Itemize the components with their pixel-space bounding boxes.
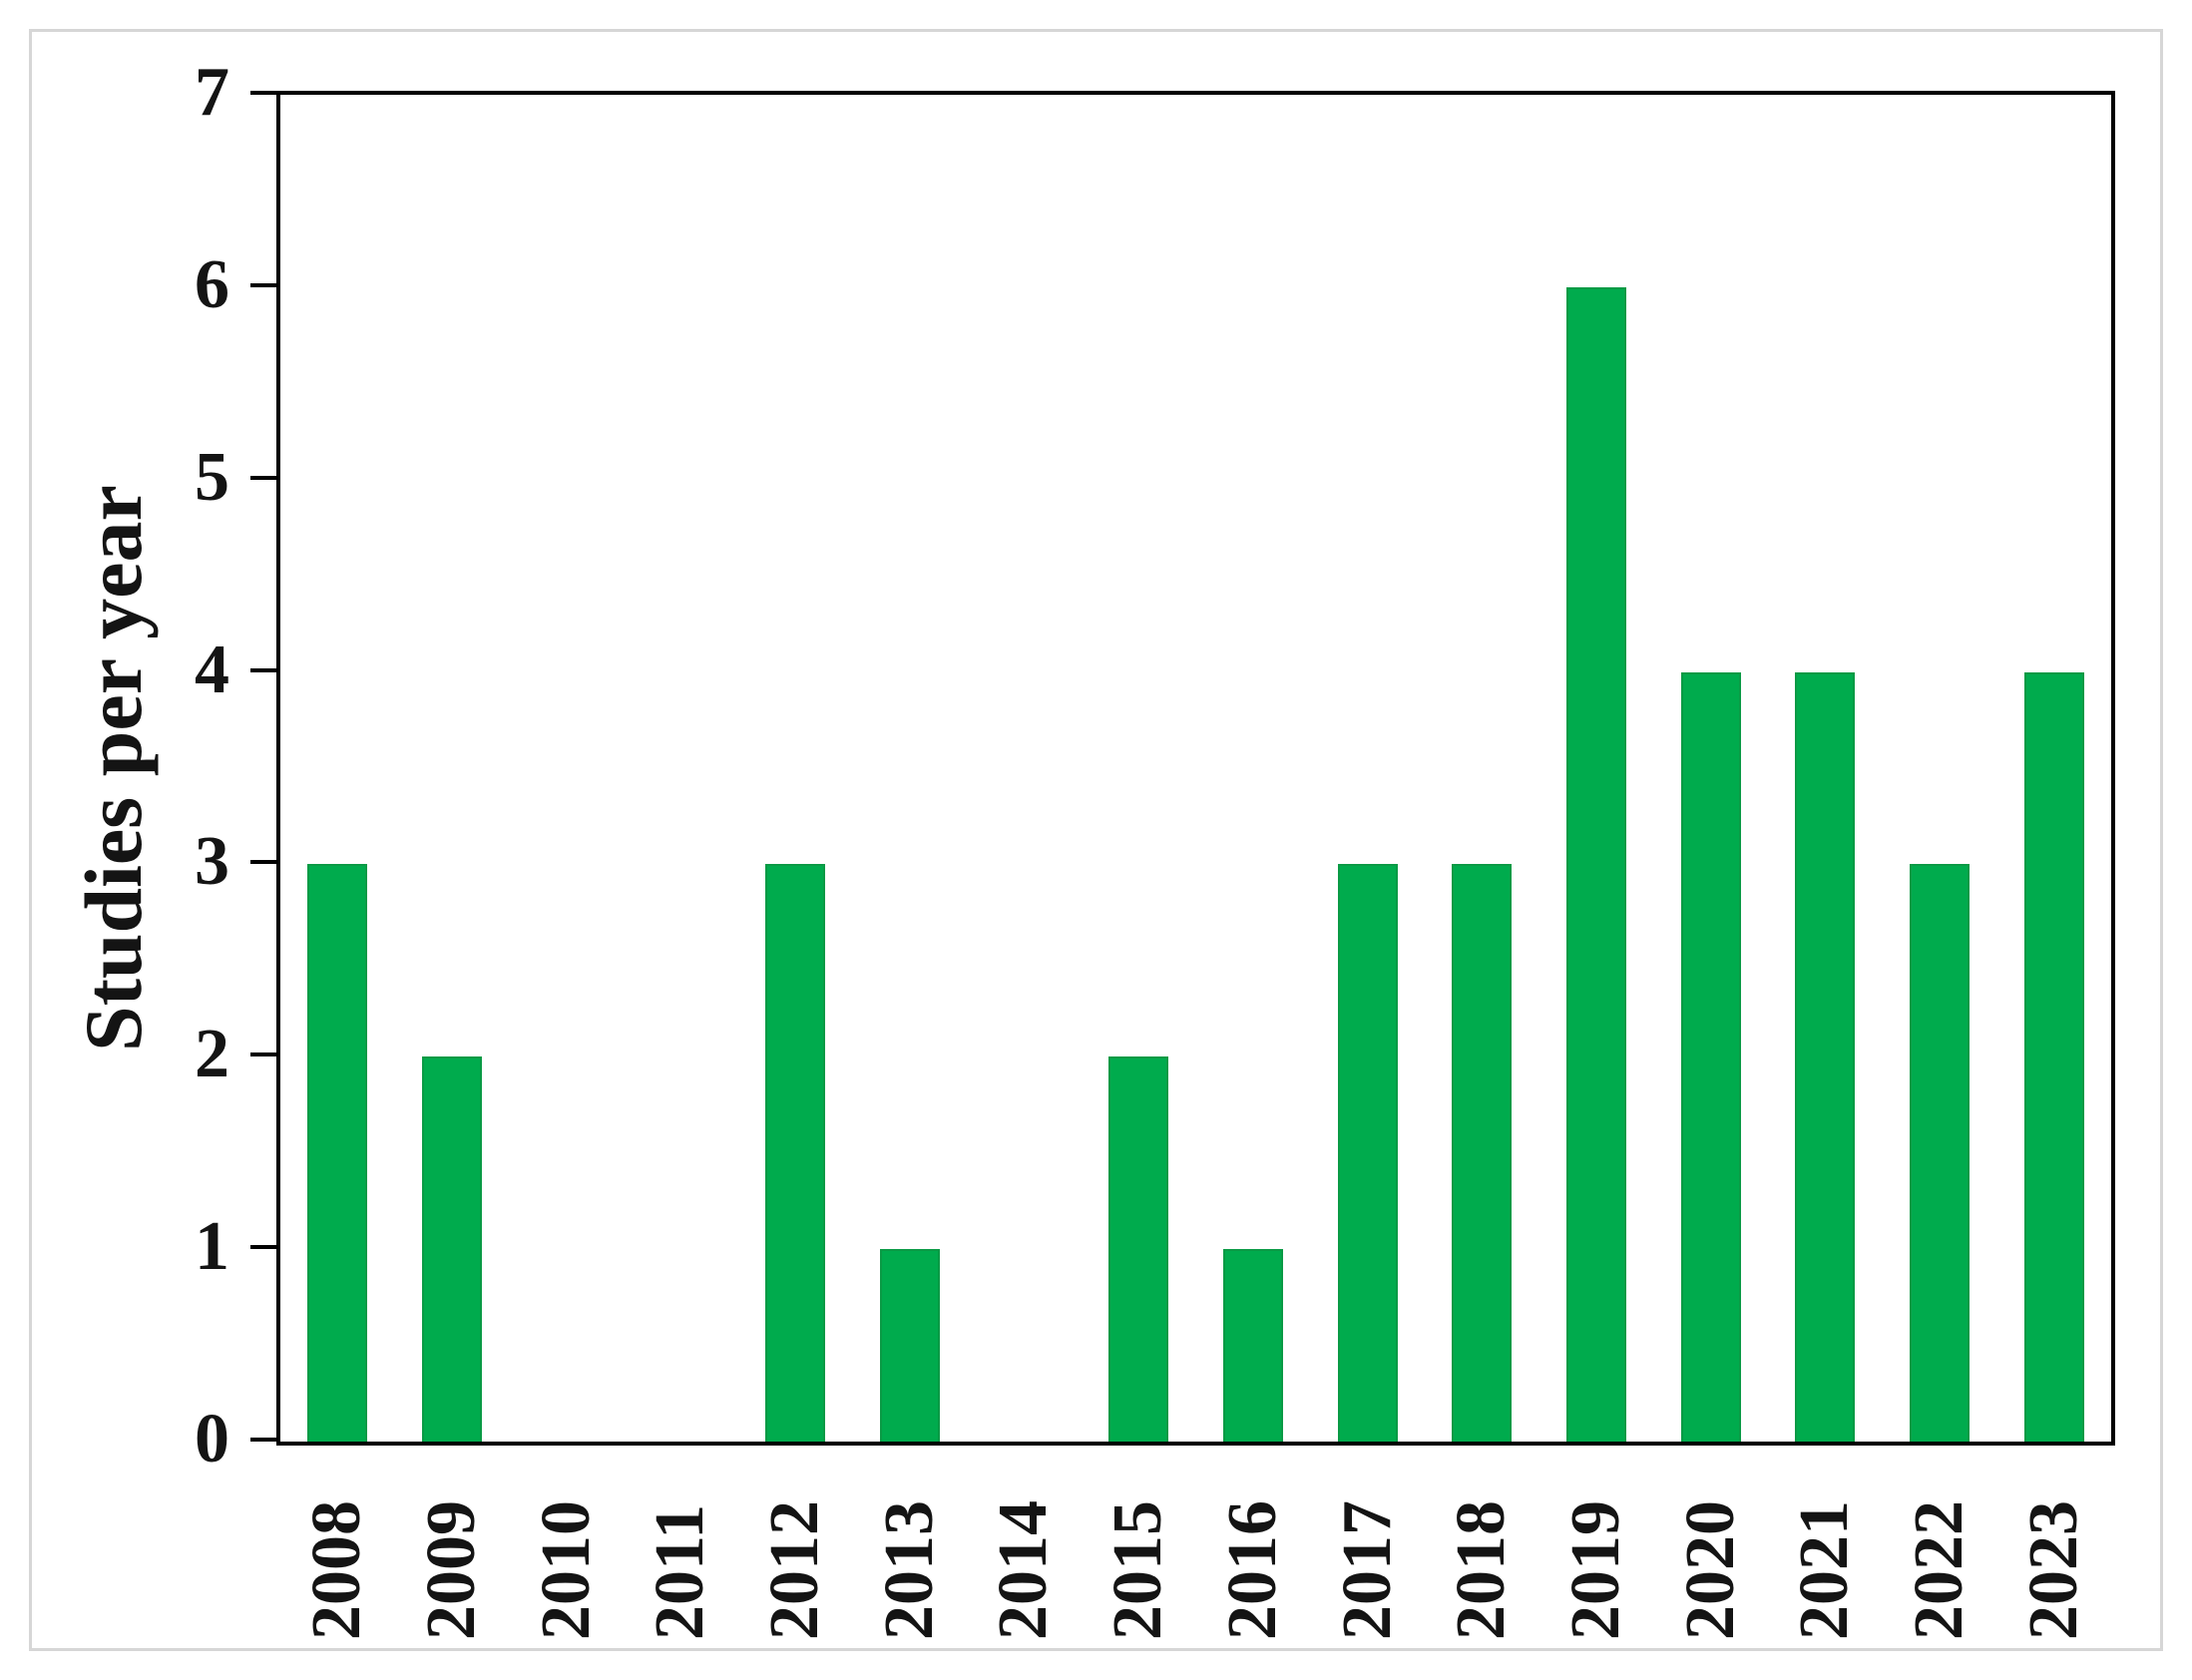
x-tick-label-2013: 2013 <box>870 1500 948 1640</box>
x-tick-label-2019: 2019 <box>1556 1500 1634 1640</box>
bar-2012 <box>765 864 826 1442</box>
y-tick-label-2: 2 <box>195 1016 229 1093</box>
bar-slot <box>1425 95 1539 1442</box>
bar-slot <box>509 95 624 1442</box>
bar-2021 <box>1795 671 1856 1442</box>
x-tick-label-2009: 2009 <box>413 1500 491 1640</box>
bar-slot <box>1310 95 1425 1442</box>
bar-2016 <box>1222 1249 1283 1442</box>
bar-slot <box>280 95 395 1442</box>
y-tick-label-6: 6 <box>195 245 229 323</box>
bar-2018 <box>1452 864 1513 1442</box>
bar-slot <box>1196 95 1311 1442</box>
x-tick-label-2018: 2018 <box>1443 1500 1521 1640</box>
y-tick-label-4: 4 <box>195 630 229 708</box>
y-tick-mark-7 <box>250 91 276 95</box>
bar-slot <box>1082 95 1196 1442</box>
x-tick-label-2008: 2008 <box>298 1500 376 1640</box>
y-tick-label-3: 3 <box>195 823 229 901</box>
plot-area <box>276 91 2115 1446</box>
bar-2017 <box>1337 864 1398 1442</box>
bar-2019 <box>1565 286 1626 1442</box>
x-tick-label-2021: 2021 <box>1786 1500 1864 1640</box>
x-tick-label-2016: 2016 <box>1213 1500 1291 1640</box>
x-tick-label-2022: 2022 <box>1900 1500 1977 1640</box>
y-axis-title: Studies per year <box>68 485 159 1051</box>
y-tick-mark-5 <box>250 475 276 480</box>
y-tick-mark-6 <box>250 282 276 287</box>
bar-2013 <box>879 1249 940 1442</box>
y-tick-mark-2 <box>250 1052 276 1057</box>
x-tick-label-2023: 2023 <box>2014 1500 2092 1640</box>
bar-slot <box>1539 95 1654 1442</box>
y-tick-label-5: 5 <box>195 438 229 516</box>
bar-slot <box>624 95 738 1442</box>
y-tick-label-7: 7 <box>195 54 229 131</box>
x-tick-label-2010: 2010 <box>527 1500 605 1640</box>
bar-slot <box>395 95 510 1442</box>
x-tick-label-2014: 2014 <box>985 1500 1063 1640</box>
x-tick-label-2011: 2011 <box>642 1503 719 1640</box>
bar-2009 <box>422 1056 483 1442</box>
y-tick-mark-4 <box>250 667 276 672</box>
bars-container <box>280 95 2111 1442</box>
bar-2020 <box>1680 671 1741 1442</box>
bar-slot <box>738 95 853 1442</box>
y-tick-label-0: 0 <box>195 1401 229 1477</box>
bar-slot <box>852 95 967 1442</box>
bar-2015 <box>1108 1056 1169 1442</box>
bar-slot <box>1996 95 2111 1442</box>
x-tick-label-2012: 2012 <box>756 1500 834 1640</box>
y-tick-mark-1 <box>250 1245 276 1250</box>
y-tick-label-1: 1 <box>195 1208 229 1286</box>
bar-slot <box>1883 95 1997 1442</box>
bar-2023 <box>2023 671 2084 1442</box>
bar-2008 <box>307 864 368 1442</box>
y-tick-mark-0 <box>250 1438 276 1442</box>
x-tick-label-2020: 2020 <box>1671 1500 1749 1640</box>
bar-2022 <box>1909 864 1970 1442</box>
bar-slot <box>1768 95 1883 1442</box>
x-tick-label-2015: 2015 <box>1099 1500 1177 1640</box>
y-tick-mark-3 <box>250 860 276 865</box>
bar-slot <box>1653 95 1768 1442</box>
bar-slot <box>967 95 1082 1442</box>
x-tick-label-2017: 2017 <box>1328 1500 1406 1640</box>
